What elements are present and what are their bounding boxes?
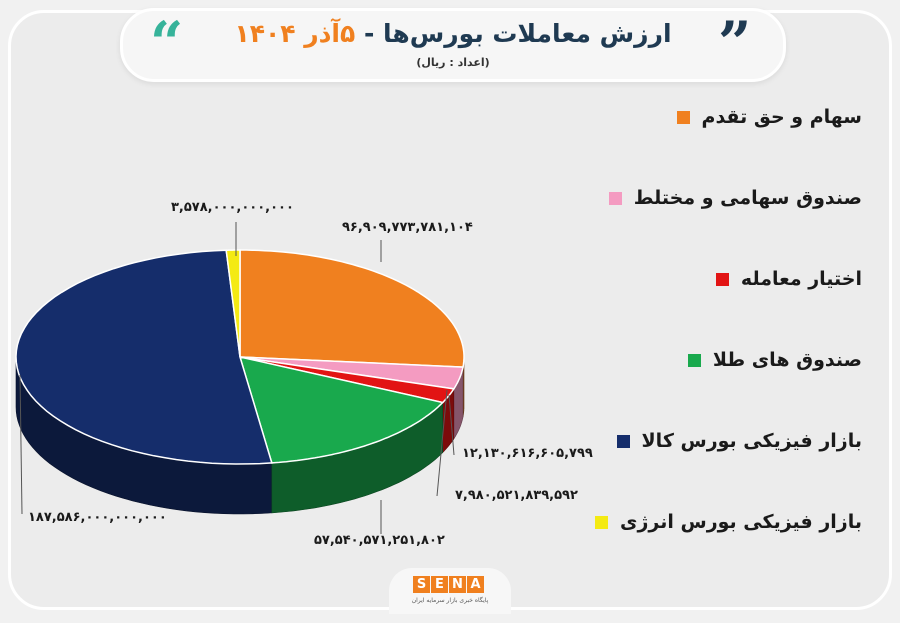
data-label-1: ۱۲,۱۳۰,۶۱۶,۶۰۵,۷۹۹ xyxy=(462,446,593,461)
legend-swatch-4 xyxy=(616,434,630,448)
legend-item-4: بازار فیزیکی بورس کالا xyxy=(616,426,862,456)
legend-label-1: صندوق سهامی و مختلط xyxy=(633,187,862,209)
logo-letter-1: E xyxy=(431,576,448,593)
legend-label-4: بازار فیزیکی بورس کالا xyxy=(641,430,862,452)
data-label-2: ۷,۹۸۰,۵۲۱,۸۳۹,۵۹۲ xyxy=(455,488,578,503)
pie-slice-4 xyxy=(15,249,273,465)
close-quote-icon: ” xyxy=(718,9,752,77)
data-label-5: ۳,۵۷۸,۰۰۰,۰۰۰,۰۰۰ xyxy=(171,200,294,215)
legend-label-2: اختیار معامله xyxy=(740,268,862,290)
title-text: ارزش معاملات بورس‌ها - xyxy=(355,19,672,48)
legend-swatch-0 xyxy=(676,110,690,124)
chart-title: ارزش معاملات بورس‌ها - ۵آذر ۱۴۰۴ xyxy=(123,19,783,48)
title-date: ۵آذر ۱۴۰۴ xyxy=(234,19,356,48)
data-label-3: ۵۷,۵۴۰,۵۷۱,۲۵۱,۸۰۲ xyxy=(314,533,445,548)
legend-item-2: اختیار معامله xyxy=(715,264,862,294)
logo-letter-2: N xyxy=(449,576,466,593)
legend-swatch-5 xyxy=(595,515,609,529)
leader-line-1 xyxy=(448,394,455,456)
logo-tagline: پایگاه خبری بازار سرمایه ایران xyxy=(411,597,489,604)
legend-swatch-3 xyxy=(687,353,701,367)
data-label-4: ۱۸۷,۵۸۶,۰۰۰,۰۰۰,۰۰۰ xyxy=(28,510,167,525)
title-banner: ارزش معاملات بورس‌ها - ۵آذر ۱۴۰۴ (اعداد … xyxy=(120,8,786,82)
chart-subtitle: (اعداد : ریال) xyxy=(416,56,490,69)
legend-item-0: سهام و حق تقدم xyxy=(676,102,862,132)
legend-label-5: بازار فیزیکی بورس انرژی xyxy=(620,511,862,533)
legend-item-3: صندوق های طلا xyxy=(687,345,862,375)
pie-slice-5 xyxy=(225,249,241,358)
legend-swatch-1 xyxy=(608,191,622,205)
open-quote-icon: “ xyxy=(150,9,184,77)
leader-line-2 xyxy=(436,389,448,497)
pie-slice-0 xyxy=(239,249,465,368)
legend-item-1: صندوق سهامی و مختلط xyxy=(608,183,862,213)
leader-line-4 xyxy=(19,374,23,515)
logo-letter-3: A xyxy=(467,576,484,593)
legend-swatch-2 xyxy=(715,272,729,286)
legend-label-0: سهام و حق تقدم xyxy=(701,106,862,128)
legend-label-3: صندوق های طلا xyxy=(712,349,862,371)
logo-letter-0: S xyxy=(413,576,430,593)
data-label-0: ۹۶,۹۰۹,۷۷۳,۷۸۱,۱۰۴ xyxy=(342,220,473,235)
pie-slice-3 xyxy=(238,355,445,464)
legend-item-5: بازار فیزیکی بورس انرژی xyxy=(595,507,862,537)
